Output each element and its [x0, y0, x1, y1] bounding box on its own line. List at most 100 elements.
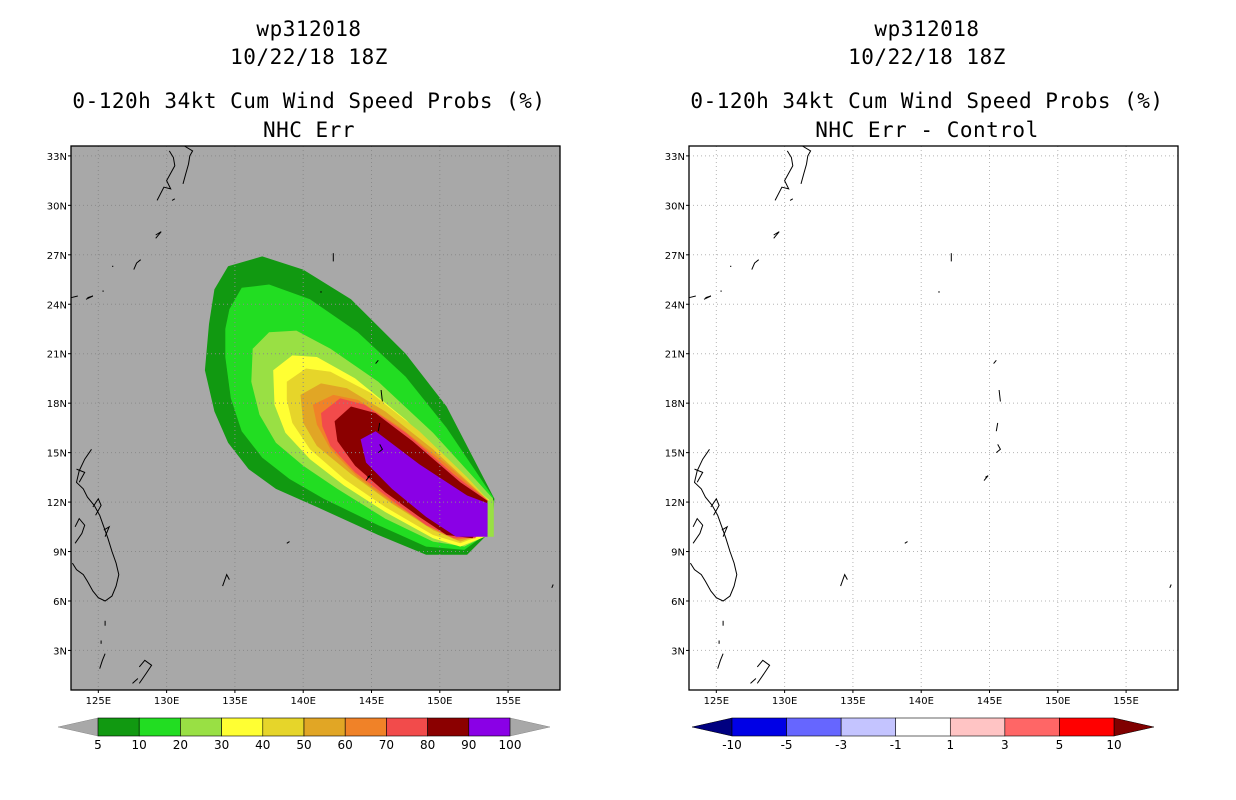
- colorbar-label: 3: [1001, 738, 1009, 752]
- lat-tick-label: 15N: [665, 449, 685, 460]
- lat-tick-label: 9N: [53, 548, 67, 559]
- coastline: [721, 525, 729, 537]
- colorbar-label: 40: [255, 738, 270, 752]
- colorbar-label: 5: [94, 738, 102, 752]
- lat-tick-label: 6N: [671, 597, 685, 608]
- panel-subtitle: NHC Err - Control: [815, 118, 1039, 142]
- lat-tick-label: 21N: [47, 350, 67, 361]
- colorbar-label: 5: [1056, 738, 1064, 752]
- colorbar-label: 30: [214, 738, 229, 752]
- coastline: [365, 475, 371, 481]
- coastline: [76, 468, 86, 483]
- colorbar-label: 60: [338, 738, 353, 752]
- colorbar-label: 10: [132, 738, 147, 752]
- coastline: [103, 525, 111, 537]
- map-background: [689, 146, 1178, 690]
- colorbar-label: 1: [946, 738, 954, 752]
- colorbar-swatch: [262, 717, 305, 737]
- coastline: [773, 231, 780, 239]
- lon-tick-label: 130E: [154, 696, 179, 707]
- colorbar-swatch: [97, 717, 140, 737]
- coastline: [688, 295, 696, 299]
- coastline: [840, 573, 848, 587]
- coastline: [182, 145, 194, 185]
- colorbar-swatch: [840, 717, 897, 737]
- lat-tick-label: 30N: [47, 201, 67, 212]
- coastline: [751, 259, 760, 270]
- coastline: [703, 295, 712, 300]
- lat-tick-label: 12N: [47, 498, 67, 509]
- colorbar-swatch: [386, 717, 428, 737]
- colorbar-label: -1: [890, 738, 902, 752]
- lat-tick-label: 12N: [665, 498, 685, 509]
- colorbar-swatch: [1004, 717, 1060, 737]
- coastline: [156, 150, 176, 201]
- lon-tick-label: 135E: [222, 696, 247, 707]
- colorbar-swatch: [303, 717, 346, 737]
- coastline: [380, 389, 383, 402]
- coastline: [70, 295, 78, 299]
- coastline: [92, 497, 102, 516]
- coastline: [71, 449, 120, 602]
- lon-tick-label: 125E: [86, 696, 111, 707]
- coastline: [99, 653, 106, 669]
- coastline: [789, 198, 794, 201]
- colorbar-swatch: [895, 717, 951, 737]
- lat-tick-label: 33N: [665, 152, 685, 163]
- lat-tick-label: 6N: [53, 597, 67, 608]
- colorbar-swatch: [786, 717, 842, 737]
- coastline: [998, 389, 1001, 402]
- colorbar-label: -10: [722, 738, 742, 752]
- coastline: [717, 653, 724, 669]
- colorbar-label: -3: [835, 738, 847, 752]
- coastline: [774, 150, 794, 201]
- coastline: [155, 231, 162, 239]
- coastline: [750, 678, 757, 684]
- right-panel: wp312018 10/22/18 18Z 0-120h 34kt Cum Wi…: [618, 0, 1236, 800]
- coastline: [138, 659, 153, 684]
- coastline: [222, 573, 230, 587]
- lat-tick-label: 27N: [47, 251, 67, 262]
- lat-tick-label: 33N: [47, 152, 67, 163]
- product-title: 0-120h 34kt Cum Wind Speed Probs (%): [690, 89, 1164, 113]
- colorbar-label: 80: [420, 738, 435, 752]
- coastline: [1169, 584, 1172, 588]
- lon-tick-label: 150E: [1045, 696, 1070, 707]
- colorbar-swatch: [731, 717, 787, 737]
- lon-tick-label: 140E: [291, 696, 316, 707]
- lat-tick-label: 27N: [665, 251, 685, 262]
- lat-tick-label: 3N: [53, 646, 67, 657]
- lon-tick-label: 150E: [427, 696, 452, 707]
- probability-contour-100: [487, 500, 494, 537]
- lat-tick-label: 24N: [665, 300, 685, 311]
- colorbar-label: 50: [296, 738, 311, 752]
- colorbar-swatch: [1059, 717, 1115, 737]
- lat-tick-label: 24N: [47, 300, 67, 311]
- coastline: [551, 584, 554, 588]
- lon-tick-label: 155E: [495, 696, 520, 707]
- coastline: [904, 541, 908, 544]
- coastline: [171, 198, 176, 201]
- colorbar-swatch: [949, 717, 1006, 737]
- coastline: [995, 422, 999, 432]
- coastline: [74, 517, 86, 544]
- colorbar-label: 100: [499, 738, 522, 752]
- colorbar-label: 70: [379, 738, 394, 752]
- lon-tick-label: 125E: [704, 696, 729, 707]
- coastline: [375, 359, 379, 364]
- probability-map: 125E 130E 135E 140E 145E 150E 155E 3N 6N 9N 12N 15N…: [47, 145, 561, 752]
- colorbar-end-low: [691, 717, 733, 737]
- lat-tick-label: 9N: [671, 548, 685, 559]
- colorbar-end-high: [1113, 717, 1155, 737]
- probability-contour-90: [360, 431, 489, 537]
- coastline: [377, 444, 384, 453]
- colorbar-label: 90: [461, 738, 476, 752]
- lat-tick-label: 3N: [671, 646, 685, 657]
- coastline: [983, 475, 989, 481]
- lon-tick-label: 135E: [840, 696, 865, 707]
- lon-tick-label: 155E: [1113, 696, 1138, 707]
- lat-tick-label: 30N: [665, 201, 685, 212]
- lon-tick-label: 140E: [909, 696, 934, 707]
- storm-id-title: wp312018: [256, 17, 362, 41]
- coastline: [689, 449, 738, 602]
